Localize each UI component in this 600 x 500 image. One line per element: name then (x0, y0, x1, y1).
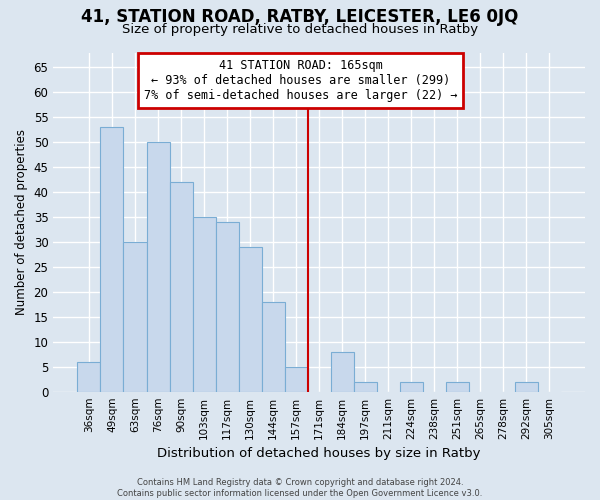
Text: 41, STATION ROAD, RATBY, LEICESTER, LE6 0JQ: 41, STATION ROAD, RATBY, LEICESTER, LE6 … (82, 8, 518, 26)
Bar (124, 242, 146, 392)
Bar (515, 382, 538, 392)
Y-axis label: Number of detached properties: Number of detached properties (15, 129, 28, 315)
Bar (331, 352, 353, 392)
Bar (215, 222, 239, 392)
Text: Size of property relative to detached houses in Ratby: Size of property relative to detached ho… (122, 22, 478, 36)
Bar (239, 247, 262, 392)
Bar (100, 128, 124, 392)
Bar (77, 362, 100, 392)
Bar (193, 217, 215, 392)
Bar (353, 382, 377, 392)
X-axis label: Distribution of detached houses by size in Ratby: Distribution of detached houses by size … (157, 447, 481, 460)
Bar (146, 142, 170, 392)
Bar (170, 182, 193, 392)
Bar (284, 366, 308, 392)
Text: Contains HM Land Registry data © Crown copyright and database right 2024.
Contai: Contains HM Land Registry data © Crown c… (118, 478, 482, 498)
Bar (262, 302, 284, 392)
Bar (446, 382, 469, 392)
Text: 41 STATION ROAD: 165sqm
← 93% of detached houses are smaller (299)
7% of semi-de: 41 STATION ROAD: 165sqm ← 93% of detache… (144, 60, 457, 102)
Bar (400, 382, 423, 392)
